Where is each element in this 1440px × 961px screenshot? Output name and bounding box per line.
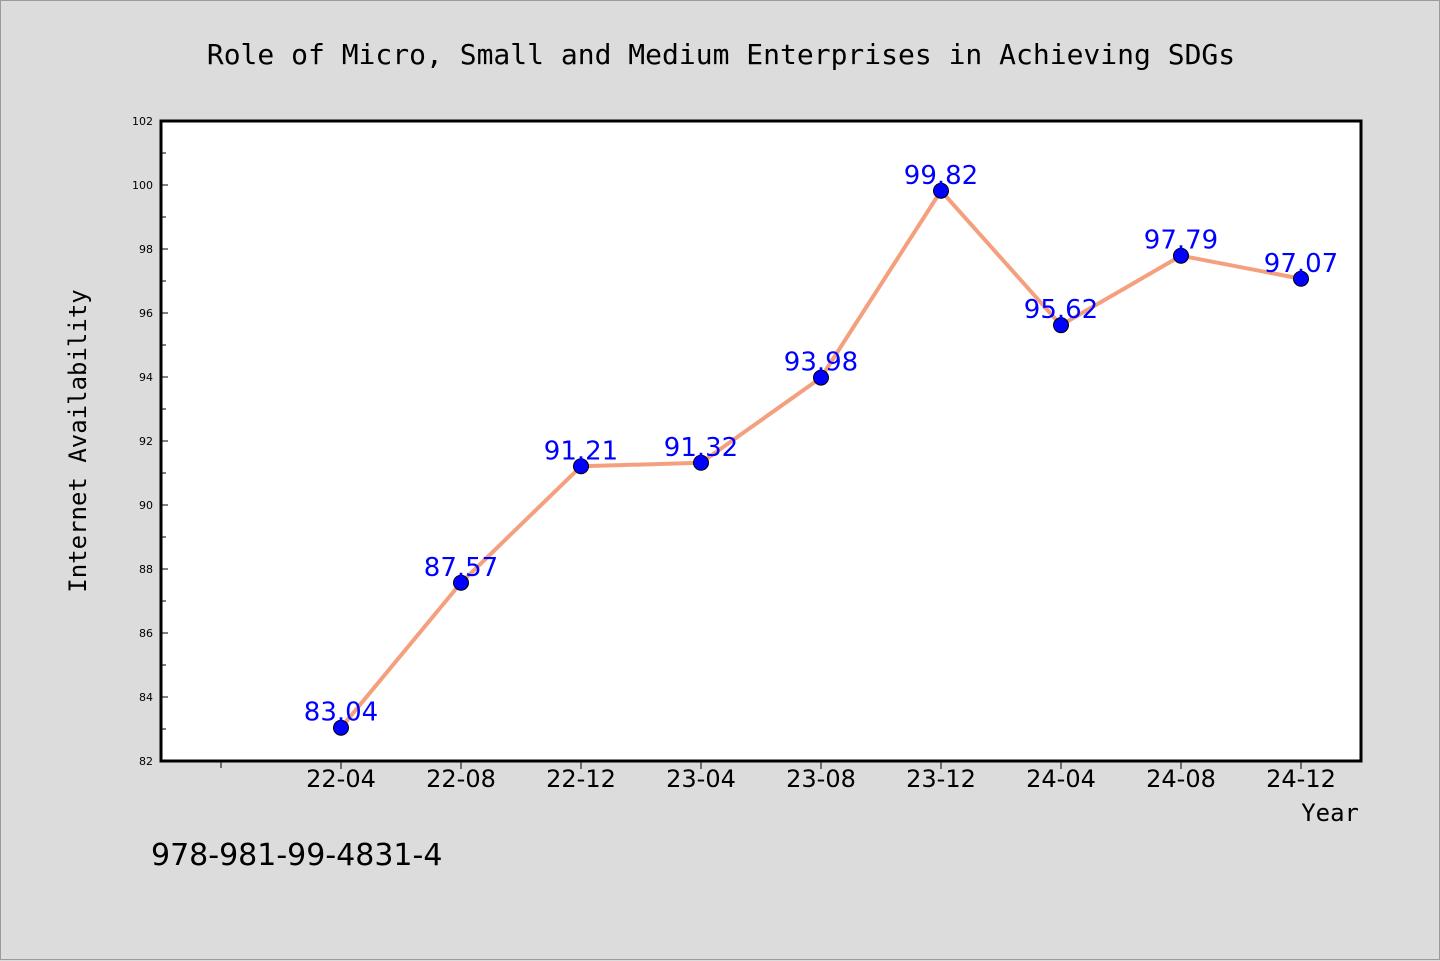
y-axis-label: Internet Availability: [64, 289, 92, 592]
data-label: 91.32: [664, 433, 738, 463]
x-tick-label: 24-08: [1146, 765, 1216, 793]
x-tick-label: 23-08: [786, 765, 856, 793]
series-group: [333, 182, 1309, 736]
data-point: [1053, 317, 1069, 334]
y-tick-label: 88: [139, 563, 153, 576]
data-point: [1293, 270, 1309, 287]
data-point: [1173, 247, 1189, 264]
x-tick-label: 24-04: [1026, 765, 1096, 793]
data-label: 99.82: [904, 161, 978, 191]
y-tick-label: 82: [139, 755, 153, 768]
data-point: [333, 719, 349, 736]
data-label: 83.04: [304, 698, 378, 728]
y-tick-label: 90: [139, 499, 153, 512]
chart-title: Role of Micro, Small and Medium Enterpri…: [207, 38, 1235, 71]
data-point: [453, 574, 469, 591]
y-tick-label: 94: [139, 371, 153, 384]
data-point: [573, 458, 589, 475]
data-point: [933, 182, 949, 199]
x-axis-label: Year: [1301, 799, 1359, 827]
data-point: [813, 369, 829, 386]
data-label: 91.21: [544, 436, 618, 466]
y-tick-label: 96: [139, 307, 153, 320]
data-point: [693, 454, 709, 471]
x-tick-label: 22-08: [426, 765, 496, 793]
y-tick-label: 84: [139, 691, 153, 704]
data-label: 87.57: [424, 553, 498, 583]
x-tick-label: 22-04: [306, 765, 376, 793]
y-tick-label: 102: [132, 115, 153, 128]
x-tick-label: 23-04: [666, 765, 736, 793]
y-tick-label: 92: [139, 435, 153, 448]
data-label: 93.98: [784, 348, 858, 378]
data-label: 97.79: [1144, 226, 1218, 256]
isbn-text: 978-981-99-4831-4: [151, 838, 442, 873]
x-axis-ticks: 22-04 22-08 22-12 23-04 23-08 23-12 24-04 24-08…: [220, 761, 1336, 793]
data-label: 97.07: [1264, 249, 1338, 279]
x-tick-label: 22-12: [546, 765, 616, 793]
x-tick-label: 23-12: [906, 765, 976, 793]
y-tick-label: 86: [139, 627, 153, 640]
y-tick-label: 98: [139, 243, 153, 256]
x-tick-label: 24-12: [1266, 765, 1336, 793]
data-label: 95.62: [1024, 295, 1098, 325]
plot-frame: [159, 119, 1363, 763]
data-labels-group: 83.04 87.57 91.21 91.32 93.98 99.82 95.62 97.79…: [304, 161, 1338, 728]
plot-area: [161, 121, 1361, 761]
y-axis-ticks: 82 84 86 88 90 92 94 96 98 100 102: [132, 115, 168, 768]
y-tick-label: 100: [132, 179, 153, 192]
